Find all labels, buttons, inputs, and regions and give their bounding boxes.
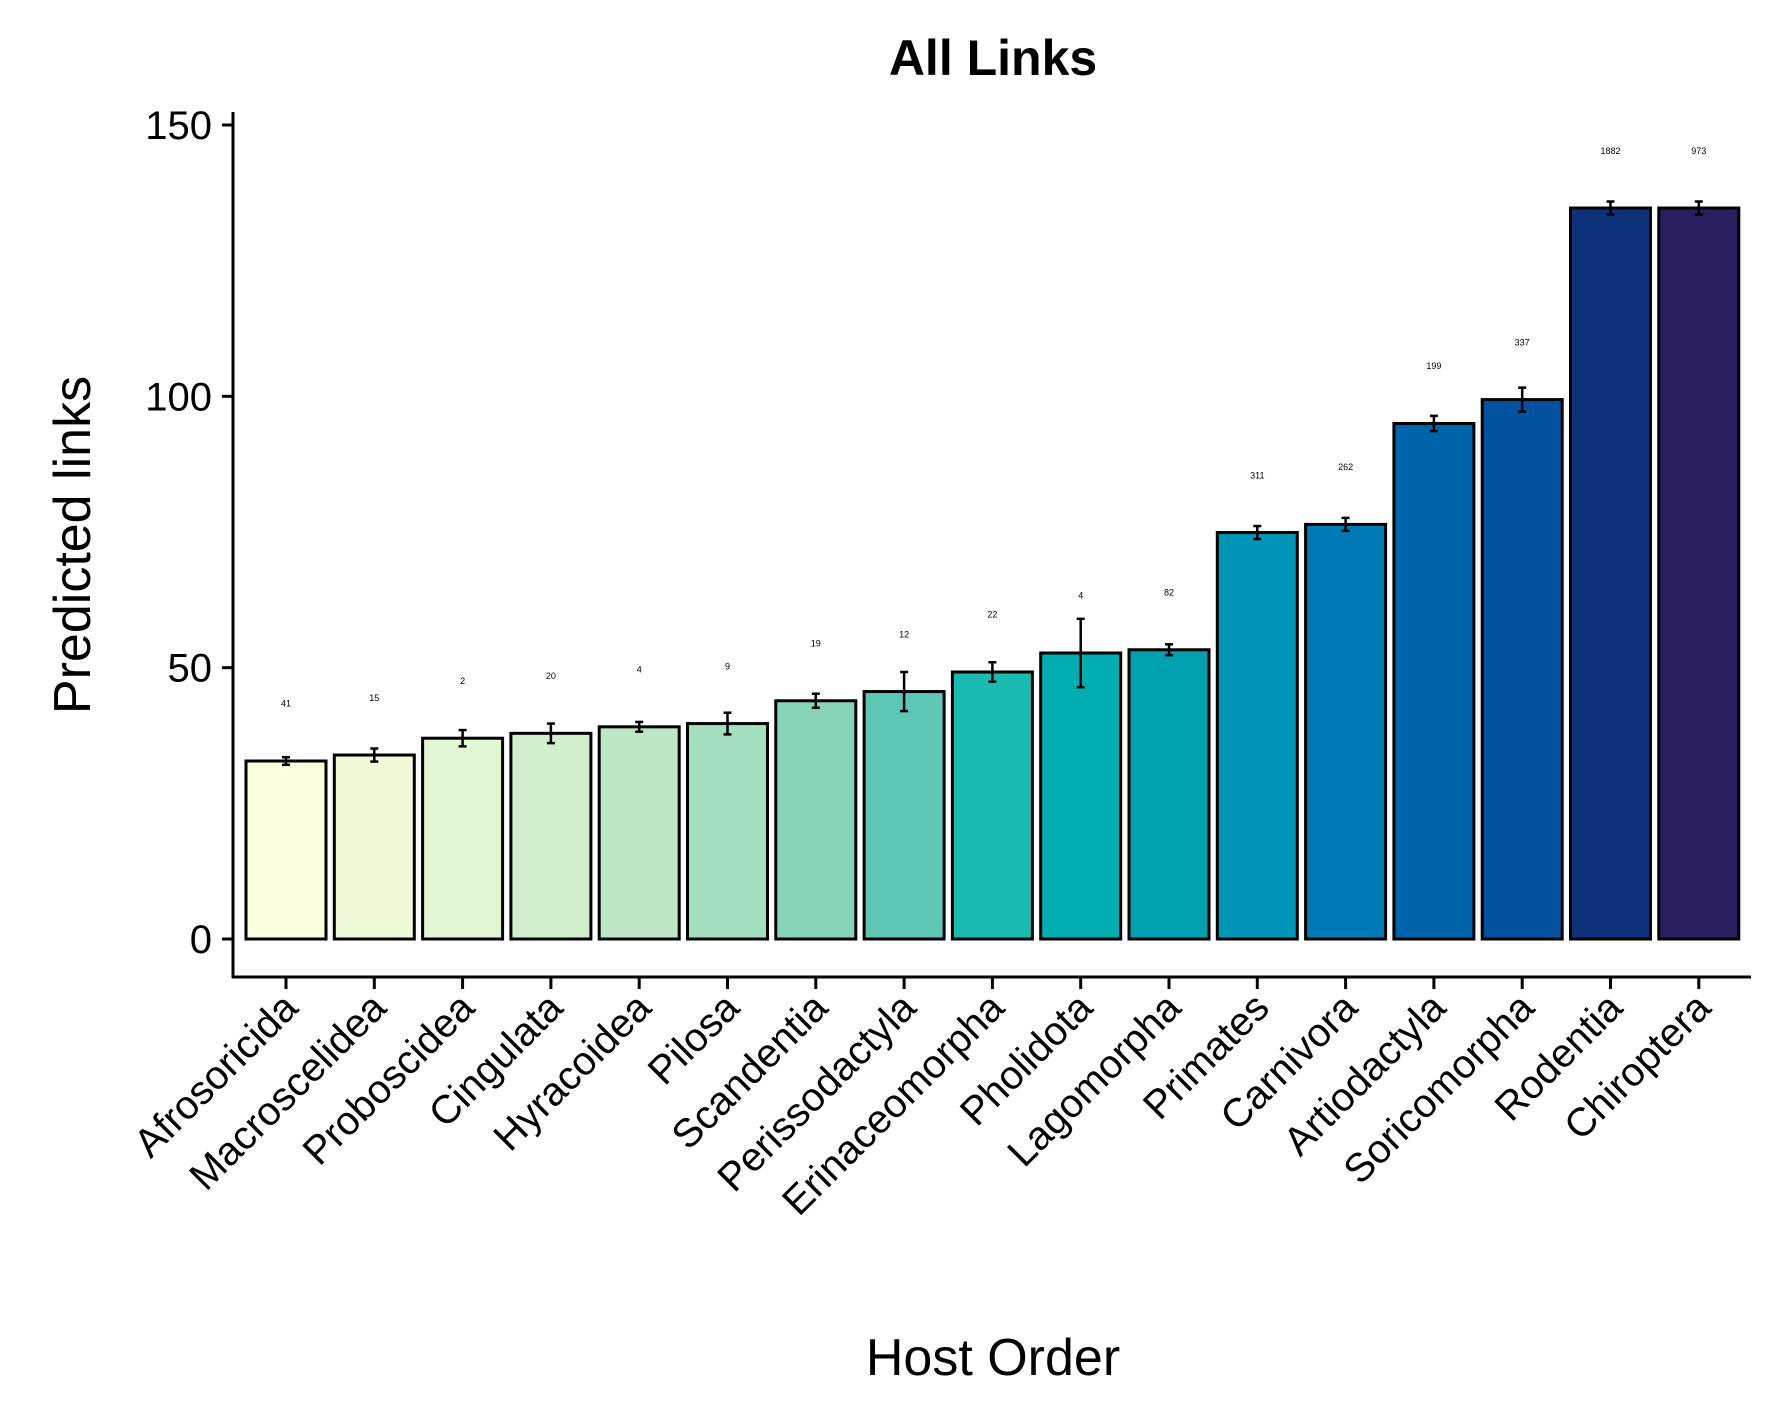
count-label: 9	[725, 661, 730, 671]
count-label: 973	[1691, 146, 1706, 156]
bar	[862, 690, 946, 941]
count-label: 4	[1078, 591, 1083, 601]
bar	[1304, 522, 1388, 941]
y-axis-label: Predicted links	[44, 376, 102, 714]
count-label: 337	[1515, 337, 1530, 347]
bar	[774, 699, 858, 941]
count-label: 20	[546, 671, 556, 681]
count-label: 2	[460, 676, 465, 686]
count-label: 19	[811, 639, 821, 649]
y-tick-label: 150	[145, 104, 212, 148]
bar	[1657, 206, 1741, 941]
bar	[332, 753, 416, 941]
count-label: 311	[1250, 470, 1264, 480]
count-label: 41	[281, 699, 291, 709]
count-label: 12	[899, 629, 909, 639]
x-axis-label: Host Order	[866, 1329, 1120, 1387]
bar	[244, 759, 328, 941]
y-tick-label: 0	[190, 918, 212, 962]
chart-title: All Links	[889, 30, 1097, 86]
y-tick-label: 100	[145, 375, 212, 419]
bar	[686, 722, 769, 941]
bar	[1215, 531, 1299, 941]
count-label: 15	[369, 693, 379, 703]
bar	[1127, 648, 1211, 941]
count-label: 22	[987, 610, 997, 620]
count-label: 82	[1164, 587, 1174, 597]
bar	[1039, 651, 1123, 941]
bar	[1569, 206, 1652, 941]
count-label: 1882	[1600, 146, 1620, 156]
y-tick-label: 50	[168, 647, 213, 691]
count-label: 199	[1426, 361, 1441, 371]
count-label: 262	[1338, 462, 1353, 472]
bar	[1392, 421, 1476, 941]
count-label: 4	[637, 665, 642, 675]
bar	[950, 670, 1034, 941]
bar	[597, 725, 681, 941]
bar	[509, 731, 593, 941]
bar	[421, 736, 505, 941]
bar	[1480, 398, 1564, 941]
